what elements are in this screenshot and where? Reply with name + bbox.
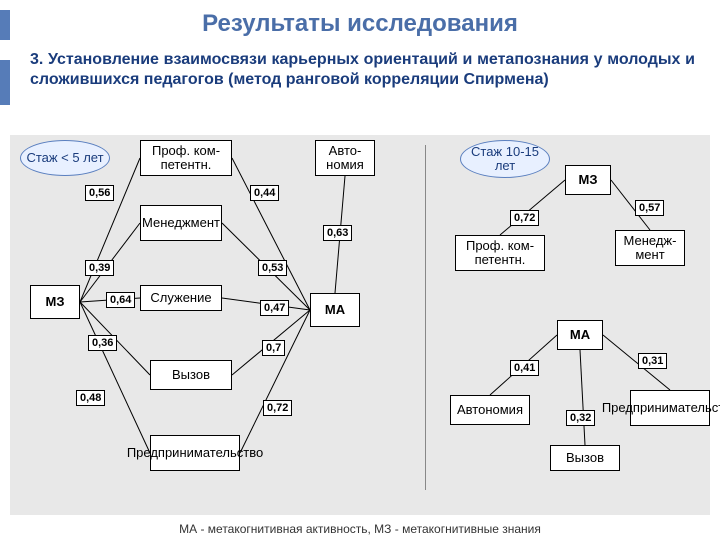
page-subtitle: 3. Установление взаимосвязи карьерных ор… xyxy=(30,50,695,90)
node-avt2: Автономия xyxy=(450,395,530,425)
node-ma2: МА xyxy=(557,320,603,350)
node-mz2: МЗ xyxy=(565,165,611,195)
edge-label: 0,41 xyxy=(510,360,539,376)
edge-label: 0,64 xyxy=(106,292,135,308)
group-divider xyxy=(425,145,426,490)
node-prof2: Проф. ком-петентн. xyxy=(455,235,545,271)
edge-label: 0,72 xyxy=(263,400,292,416)
group-badge: Стаж 10-15 лет xyxy=(460,140,550,178)
node-avto: Авто-номия xyxy=(315,140,375,176)
edge-label: 0,72 xyxy=(510,210,539,226)
node-prof: Проф. ком-петентн. xyxy=(140,140,232,176)
edge-label: 0,32 xyxy=(566,410,595,426)
node-pred: Предпринимательство xyxy=(150,435,240,471)
node-vyz2: Вызов xyxy=(550,445,620,471)
diagram-area: Стаж < 5 лет МЗ МА Проф. ком-петентн. Авто-н… xyxy=(10,135,710,515)
edge-label: 0,63 xyxy=(323,225,352,241)
edge-label: 0,39 xyxy=(85,260,114,276)
edge-label: 0,36 xyxy=(88,335,117,351)
edge-label: 0,56 xyxy=(85,185,114,201)
node-slu: Служение xyxy=(140,285,222,311)
edge-label: 0,7 xyxy=(262,340,285,356)
edge-label: 0,53 xyxy=(258,260,287,276)
edge-label: 0,44 xyxy=(250,185,279,201)
edge-label: 0,31 xyxy=(638,353,667,369)
node-mng2: Менедж-мент xyxy=(615,230,685,266)
node-mz: МЗ xyxy=(30,285,80,319)
edge-label: 0,48 xyxy=(76,390,105,406)
group-badge: Стаж < 5 лет xyxy=(20,140,110,176)
node-ma: МА xyxy=(310,293,360,327)
node-pred2: Предпринимательство xyxy=(630,390,710,426)
node-mng: Менеджмент xyxy=(140,205,222,241)
accent-bar-2 xyxy=(0,60,10,105)
footnote: МА - метакогнитивная активность, МЗ - ме… xyxy=(0,522,720,536)
page-title: Результаты исследования xyxy=(0,10,720,38)
node-vyz: Вызов xyxy=(150,360,232,390)
edge-label: 0,47 xyxy=(260,300,289,316)
edge-label: 0,57 xyxy=(635,200,664,216)
